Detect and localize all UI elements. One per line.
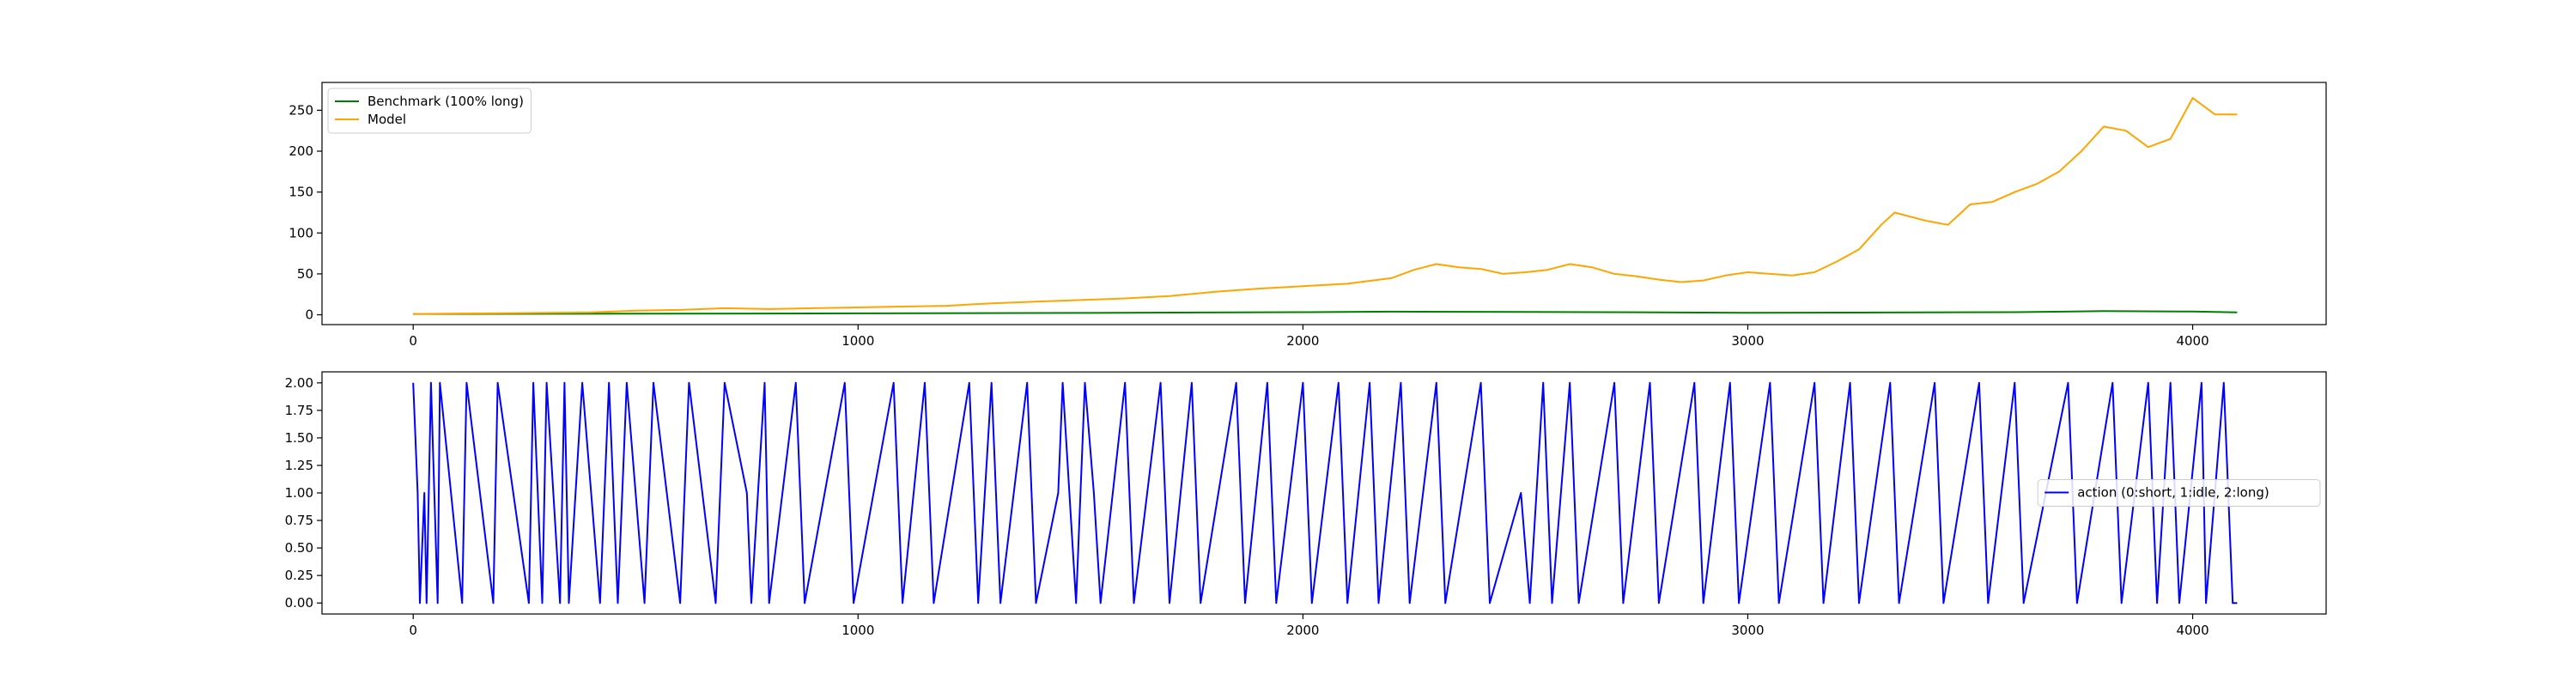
y-tick-label: 2.00 [285, 375, 313, 391]
y-tick-label: 0 [305, 307, 313, 323]
y-tick-label: 50 [297, 266, 313, 282]
y-tick-label: 200 [289, 143, 313, 159]
y-tick-label: 1.25 [285, 458, 313, 473]
y-tick-label: 0.75 [285, 513, 313, 528]
top-axes: 0 1000 2000 3000 4000 0 50 100 150 200 250 Benchmar… [289, 82, 2327, 349]
y-tick-label: 0.25 [285, 568, 313, 583]
series-line-0 [413, 310, 2238, 315]
legend-label: Benchmark (100% long) [368, 94, 524, 109]
y-tick-label: 1.00 [285, 485, 313, 501]
x-tick-label: 0 [409, 623, 417, 638]
y-tick-label: 100 [289, 225, 313, 240]
y-tick-label: 0.50 [285, 540, 313, 556]
y-tick-label: 150 [289, 185, 313, 200]
y-tick-label: 0.00 [285, 595, 313, 611]
x-tick-label: 2000 [1286, 623, 1319, 638]
x-tick-label: 0 [409, 333, 417, 349]
x-tick-label: 1000 [841, 623, 874, 638]
legend-label: action (0:short, 1:idle, 2:long) [2077, 485, 2269, 501]
x-tick-label: 3000 [1731, 623, 1764, 638]
legend: Benchmark (100% long) Model [327, 88, 532, 134]
y-tick-label: 1.50 [285, 430, 313, 446]
series-line-1 [413, 97, 2238, 315]
legend: action (0:short, 1:idle, 2:long) [2037, 479, 2321, 507]
x-tick-label: 1000 [841, 333, 874, 349]
legend-label: Model [368, 112, 406, 127]
bottom-axes: 0 1000 2000 3000 4000 0.00 0.25 0.50 0.75 1.00 1.2… [285, 371, 2327, 638]
y-tick-label: 250 [289, 102, 313, 118]
legend-box [2037, 479, 2321, 507]
x-tick-label: 4000 [2176, 623, 2208, 638]
x-tick-label: 2000 [1286, 333, 1319, 349]
x-tick-label: 4000 [2176, 333, 2208, 349]
axes-frame [321, 82, 2327, 325]
series-line-0 [412, 381, 2238, 605]
x-tick-label: 3000 [1731, 333, 1764, 349]
legend-box [327, 88, 532, 134]
y-tick-label: 1.75 [285, 403, 313, 418]
